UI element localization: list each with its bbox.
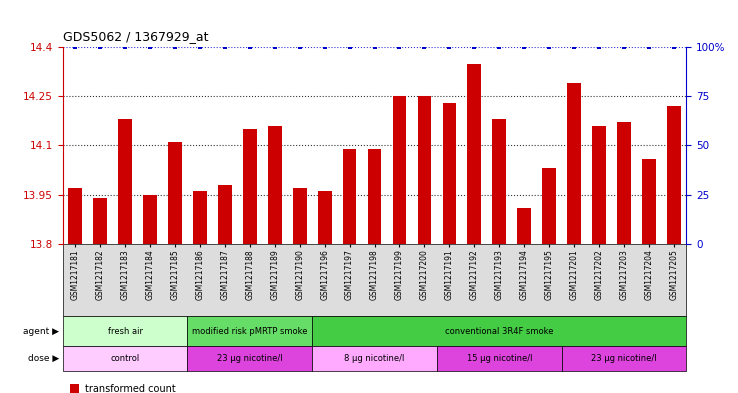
Bar (542, 168, 556, 244)
Bar (642, 158, 656, 244)
Bar (268, 126, 282, 244)
Bar (318, 191, 331, 244)
Text: agent ▶: agent ▶ (23, 327, 59, 336)
Text: dose ▶: dose ▶ (28, 354, 59, 363)
Bar (617, 123, 631, 244)
Bar (667, 106, 680, 244)
Bar (443, 103, 456, 244)
Text: control: control (111, 354, 139, 363)
Bar (517, 208, 531, 244)
Bar (143, 195, 157, 244)
Bar (418, 96, 431, 244)
Bar (69, 188, 82, 244)
Bar (218, 185, 232, 244)
Text: fresh air: fresh air (108, 327, 142, 336)
Bar (293, 188, 306, 244)
Bar (243, 129, 257, 244)
Text: GDS5062 / 1367929_at: GDS5062 / 1367929_at (63, 30, 208, 43)
Text: conventional 3R4F smoke: conventional 3R4F smoke (445, 327, 554, 336)
Bar (193, 191, 207, 244)
Text: 8 μg nicotine/l: 8 μg nicotine/l (345, 354, 404, 363)
Text: 15 μg nicotine/l: 15 μg nicotine/l (466, 354, 532, 363)
Bar (568, 83, 581, 244)
Bar (93, 198, 107, 244)
Text: 23 μg nicotine/l: 23 μg nicotine/l (217, 354, 283, 363)
Bar (118, 119, 132, 244)
Bar (393, 96, 407, 244)
Bar (168, 142, 182, 244)
Bar (368, 149, 382, 244)
Bar (492, 119, 506, 244)
Bar (467, 64, 481, 244)
Text: modified risk pMRTP smoke: modified risk pMRTP smoke (192, 327, 308, 336)
Text: 23 μg nicotine/l: 23 μg nicotine/l (591, 354, 657, 363)
Bar (342, 149, 356, 244)
Bar (592, 126, 606, 244)
Text: transformed count: transformed count (85, 384, 176, 393)
